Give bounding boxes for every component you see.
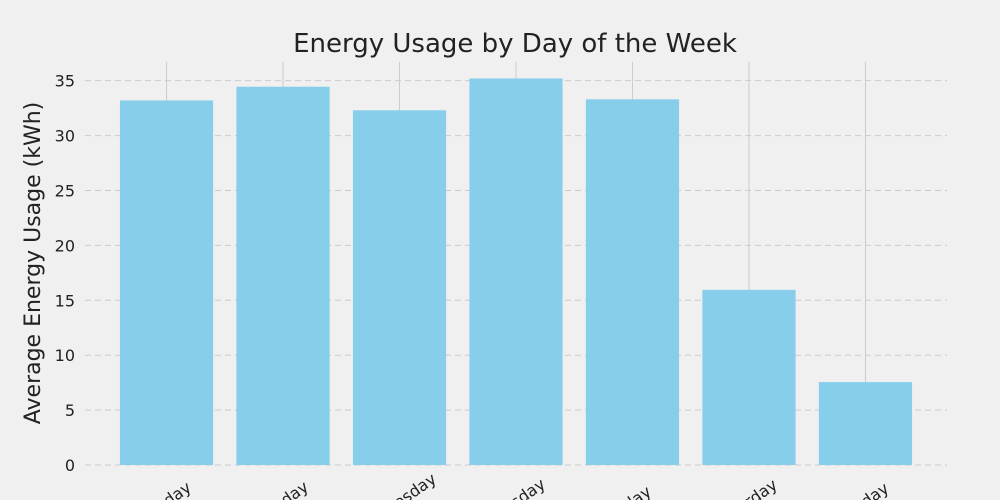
bar <box>469 78 563 466</box>
chart-title: Energy Usage by Day of the Week <box>293 29 737 59</box>
bar <box>702 289 796 465</box>
bar <box>352 110 447 466</box>
y-axis-label: Average Energy Usage (kWh) <box>21 102 46 425</box>
y-tick-label: 0 <box>65 456 75 475</box>
y-tick-label: 30 <box>55 127 75 146</box>
y-tick-label: 35 <box>55 72 75 91</box>
y-tick-label: 10 <box>55 346 75 365</box>
bar <box>119 100 214 466</box>
bar <box>585 99 680 466</box>
y-tick-label: 25 <box>55 181 75 200</box>
y-tick-label: 5 <box>65 401 75 420</box>
y-tick-label: 20 <box>55 236 75 255</box>
bar <box>818 382 913 465</box>
bar <box>236 86 330 465</box>
y-tick-label: 15 <box>55 291 75 310</box>
marks <box>119 78 913 466</box>
